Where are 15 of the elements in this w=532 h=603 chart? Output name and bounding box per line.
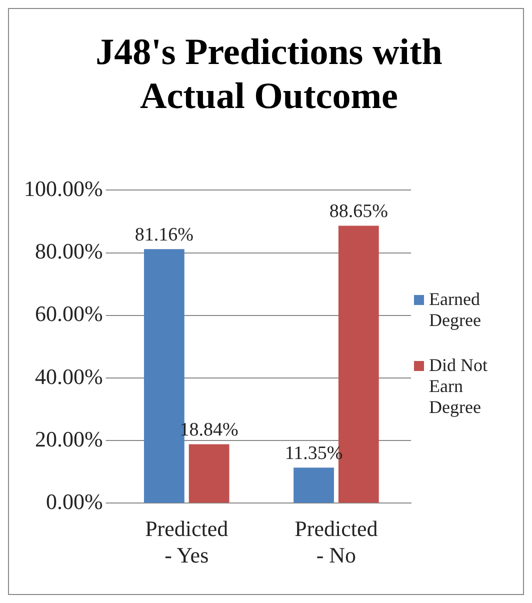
y-tick-label: 100.00% — [24, 176, 103, 201]
legend-label: Did Not Earn Degree — [429, 355, 488, 418]
y-tick-label: 20.00% — [35, 426, 103, 452]
data-label: 88.65% — [329, 201, 388, 222]
bar — [294, 468, 334, 503]
x-tick-label: Predicted - Yes — [145, 516, 228, 568]
y-tick-label: 60.00% — [35, 301, 103, 326]
x-tick-label: Predicted - No — [294, 516, 378, 568]
bar — [188, 444, 230, 503]
y-tick-label: 0.00% — [46, 488, 103, 514]
chart-title: J48's Predictions with Actual Outcome — [94, 31, 444, 119]
y-tick-label: 80.00% — [35, 238, 103, 264]
data-label: 81.16% — [134, 224, 194, 246]
legend-label: Earned Degree — [429, 289, 482, 331]
y-tick-label: 40.00% — [35, 364, 103, 389]
